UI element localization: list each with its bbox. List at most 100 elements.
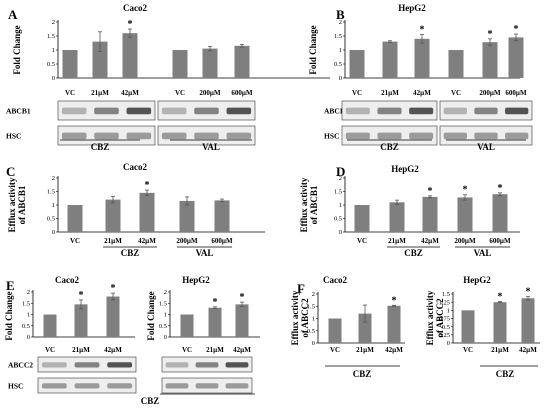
bar [234, 45, 250, 78]
blot-label: ABCB1 [6, 107, 31, 116]
blot-label: HSC [8, 382, 23, 391]
significance-star: * [488, 29, 493, 40]
chart-title: HepG2 [391, 164, 419, 174]
chart-title: Caco2 [123, 3, 147, 13]
group-label-f1: CBZ [353, 369, 372, 379]
y-tick-label: 0.5 [442, 324, 450, 331]
panel-letter-f: F [297, 281, 305, 296]
y-tick-label: 0.25 [439, 332, 450, 339]
category-label: VC [330, 346, 340, 354]
blot-band [443, 107, 467, 115]
bar [74, 304, 88, 337]
panel-letter-e: E [6, 278, 15, 293]
bar [492, 194, 508, 232]
chart-c: C Caco2 Efflux activity of ABCB1 0 0.5 1 1.5 2 VC… [6, 162, 265, 258]
category-label: 21µM [356, 346, 374, 354]
y-axis-label: Efflux activity [299, 177, 309, 232]
chart-a: A Caco2 Fold Change 0 0.5 1 1.5 2 VC 21µM * 42µM VC 2… [6, 3, 330, 152]
category-label: 21µM [381, 89, 399, 97]
category-label: 42µM [121, 89, 139, 97]
category-label: 42µM [421, 237, 439, 245]
chart-e1: E Caco2 Fold Change 0 0.5 1 1.5 2 VC * 21µM * 42µM AB… [4, 275, 253, 394]
bar [179, 200, 195, 232]
y-tick-label: 1 [164, 312, 167, 319]
bar [448, 50, 464, 78]
bar [235, 304, 249, 337]
y-tick-label: 1.5 [47, 189, 55, 196]
y-tick-label: 0 [339, 229, 342, 236]
chart-title: Caco2 [123, 162, 147, 172]
bar [208, 307, 222, 337]
panel-letter-a: A [8, 7, 18, 22]
y-tick-label: 0.5 [47, 216, 55, 223]
category-label: 600µM [231, 89, 253, 97]
category-label: VC [451, 89, 461, 97]
blot-band [165, 383, 189, 389]
blot-strip [341, 100, 438, 121]
category-label: VC [463, 346, 473, 354]
bottom-labels: CBZ CBZ CBZ [141, 365, 538, 406]
group-label: CBZ [121, 248, 140, 258]
blot-label: ABCC2 [8, 361, 33, 370]
blot-label: HSC [324, 132, 339, 141]
panel-letter-c: C [6, 164, 15, 179]
group-label: VAL [477, 142, 495, 152]
category-label: 21µM [91, 89, 109, 97]
bar [202, 48, 218, 78]
category-label: 42µM [233, 346, 251, 354]
y-axis-label: Fold Change [308, 25, 318, 74]
significance-star: * [420, 25, 425, 36]
blot-band [126, 132, 152, 140]
significance-star: * [240, 292, 245, 303]
significance-star: * [392, 295, 397, 306]
blot-band [195, 362, 219, 368]
blot-band [194, 132, 219, 140]
blot-band [474, 132, 498, 140]
blot-band [443, 132, 467, 140]
y-tick-label: 1 [52, 47, 55, 54]
y-axis-label: Fold Change [146, 291, 156, 340]
blot-band [61, 107, 87, 115]
significance-star: * [428, 186, 433, 197]
panel-letter-b: B [336, 7, 345, 22]
blot-strip [157, 100, 256, 121]
category-label: 200µM [176, 237, 198, 245]
group-label: CBZ [380, 142, 399, 152]
charts-layer: A Caco2 Fold Change 0 0.5 1 1.5 2 VC 21µM * 42µM VC 2… [4, 3, 540, 406]
group-label: VAL [474, 248, 492, 258]
y-tick-label: 0.5 [307, 328, 315, 335]
bar [43, 314, 57, 337]
significance-star: * [463, 185, 468, 196]
y-tick-label: 1.5 [159, 300, 167, 307]
category-label: 21µM [206, 346, 224, 354]
y-tick-label: 1.5 [442, 291, 450, 298]
category-label: 600µM [211, 237, 233, 245]
chart-b: B HepG2 Fold Change 0 0.5 1 1.5 2 VC 21µM * 42µM VC *… [308, 3, 533, 152]
bar [382, 41, 398, 78]
category-label: 21µM [388, 237, 406, 245]
y-axis-label: of ABCB1 [17, 185, 27, 224]
significance-star: * [498, 292, 503, 303]
y-tick-label: 2 [339, 175, 342, 182]
bar [67, 205, 83, 232]
category-label: VC [70, 237, 80, 245]
blot-band [225, 362, 249, 368]
y-tick-label: 2 [52, 19, 55, 26]
y-tick-label: 0 [447, 340, 450, 347]
y-tick-label: 1 [312, 316, 315, 323]
chart-title: HepG2 [398, 3, 426, 13]
category-label: 42µM [138, 237, 156, 245]
bar [493, 302, 507, 343]
y-tick-label: 2 [339, 19, 342, 26]
category-label: 21µM [104, 237, 122, 245]
blot-band [194, 107, 219, 115]
blot-band [165, 362, 189, 368]
group-label: VAL [202, 142, 220, 152]
y-tick-label: 1 [339, 202, 342, 209]
y-axis-label: Efflux activity [7, 177, 17, 232]
category-label: 42µM [104, 346, 122, 354]
y-tick-label: 1.25 [439, 299, 450, 306]
blot-band [345, 132, 370, 140]
y-axis-label: of ABCC2 [435, 298, 445, 338]
